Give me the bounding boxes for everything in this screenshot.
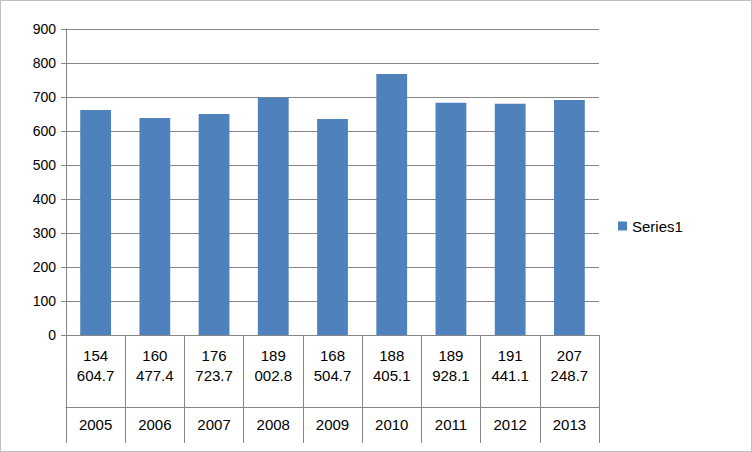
svg-text:189: 189 <box>438 347 463 364</box>
svg-text:2007: 2007 <box>197 416 230 433</box>
svg-text:2010: 2010 <box>375 416 408 433</box>
svg-text:928.1: 928.1 <box>432 367 470 384</box>
svg-text:2012: 2012 <box>493 416 526 433</box>
svg-text:248.7: 248.7 <box>551 367 589 384</box>
svg-text:2013: 2013 <box>553 416 586 433</box>
svg-text:191: 191 <box>498 347 523 364</box>
svg-text:Series1: Series1 <box>632 218 683 235</box>
svg-text:300: 300 <box>33 225 57 241</box>
svg-text:723.7: 723.7 <box>195 367 233 384</box>
svg-text:168: 168 <box>320 347 345 364</box>
svg-text:188: 188 <box>379 347 404 364</box>
svg-text:189: 189 <box>261 347 286 364</box>
svg-text:604.7: 604.7 <box>77 367 115 384</box>
svg-text:2009: 2009 <box>316 416 349 433</box>
svg-text:800: 800 <box>33 55 57 71</box>
svg-text:2008: 2008 <box>257 416 290 433</box>
svg-text:700: 700 <box>33 89 57 105</box>
svg-text:002.8: 002.8 <box>255 367 293 384</box>
svg-text:900: 900 <box>33 21 57 37</box>
svg-text:400: 400 <box>33 191 57 207</box>
svg-text:2005: 2005 <box>79 416 112 433</box>
svg-text:207: 207 <box>557 347 582 364</box>
svg-text:154: 154 <box>83 347 108 364</box>
svg-text:100: 100 <box>33 293 57 309</box>
svg-text:160: 160 <box>142 347 167 364</box>
svg-text:500: 500 <box>33 157 57 173</box>
svg-text:200: 200 <box>33 259 57 275</box>
svg-text:405.1: 405.1 <box>373 367 411 384</box>
svg-text:441.1: 441.1 <box>491 367 529 384</box>
svg-text:176: 176 <box>202 347 227 364</box>
svg-text:600: 600 <box>33 123 57 139</box>
svg-text:504.7: 504.7 <box>314 367 352 384</box>
svg-text:477.4: 477.4 <box>136 367 174 384</box>
svg-text:2011: 2011 <box>435 416 467 433</box>
svg-text:0: 0 <box>48 327 56 343</box>
svg-text:2006: 2006 <box>138 416 171 433</box>
